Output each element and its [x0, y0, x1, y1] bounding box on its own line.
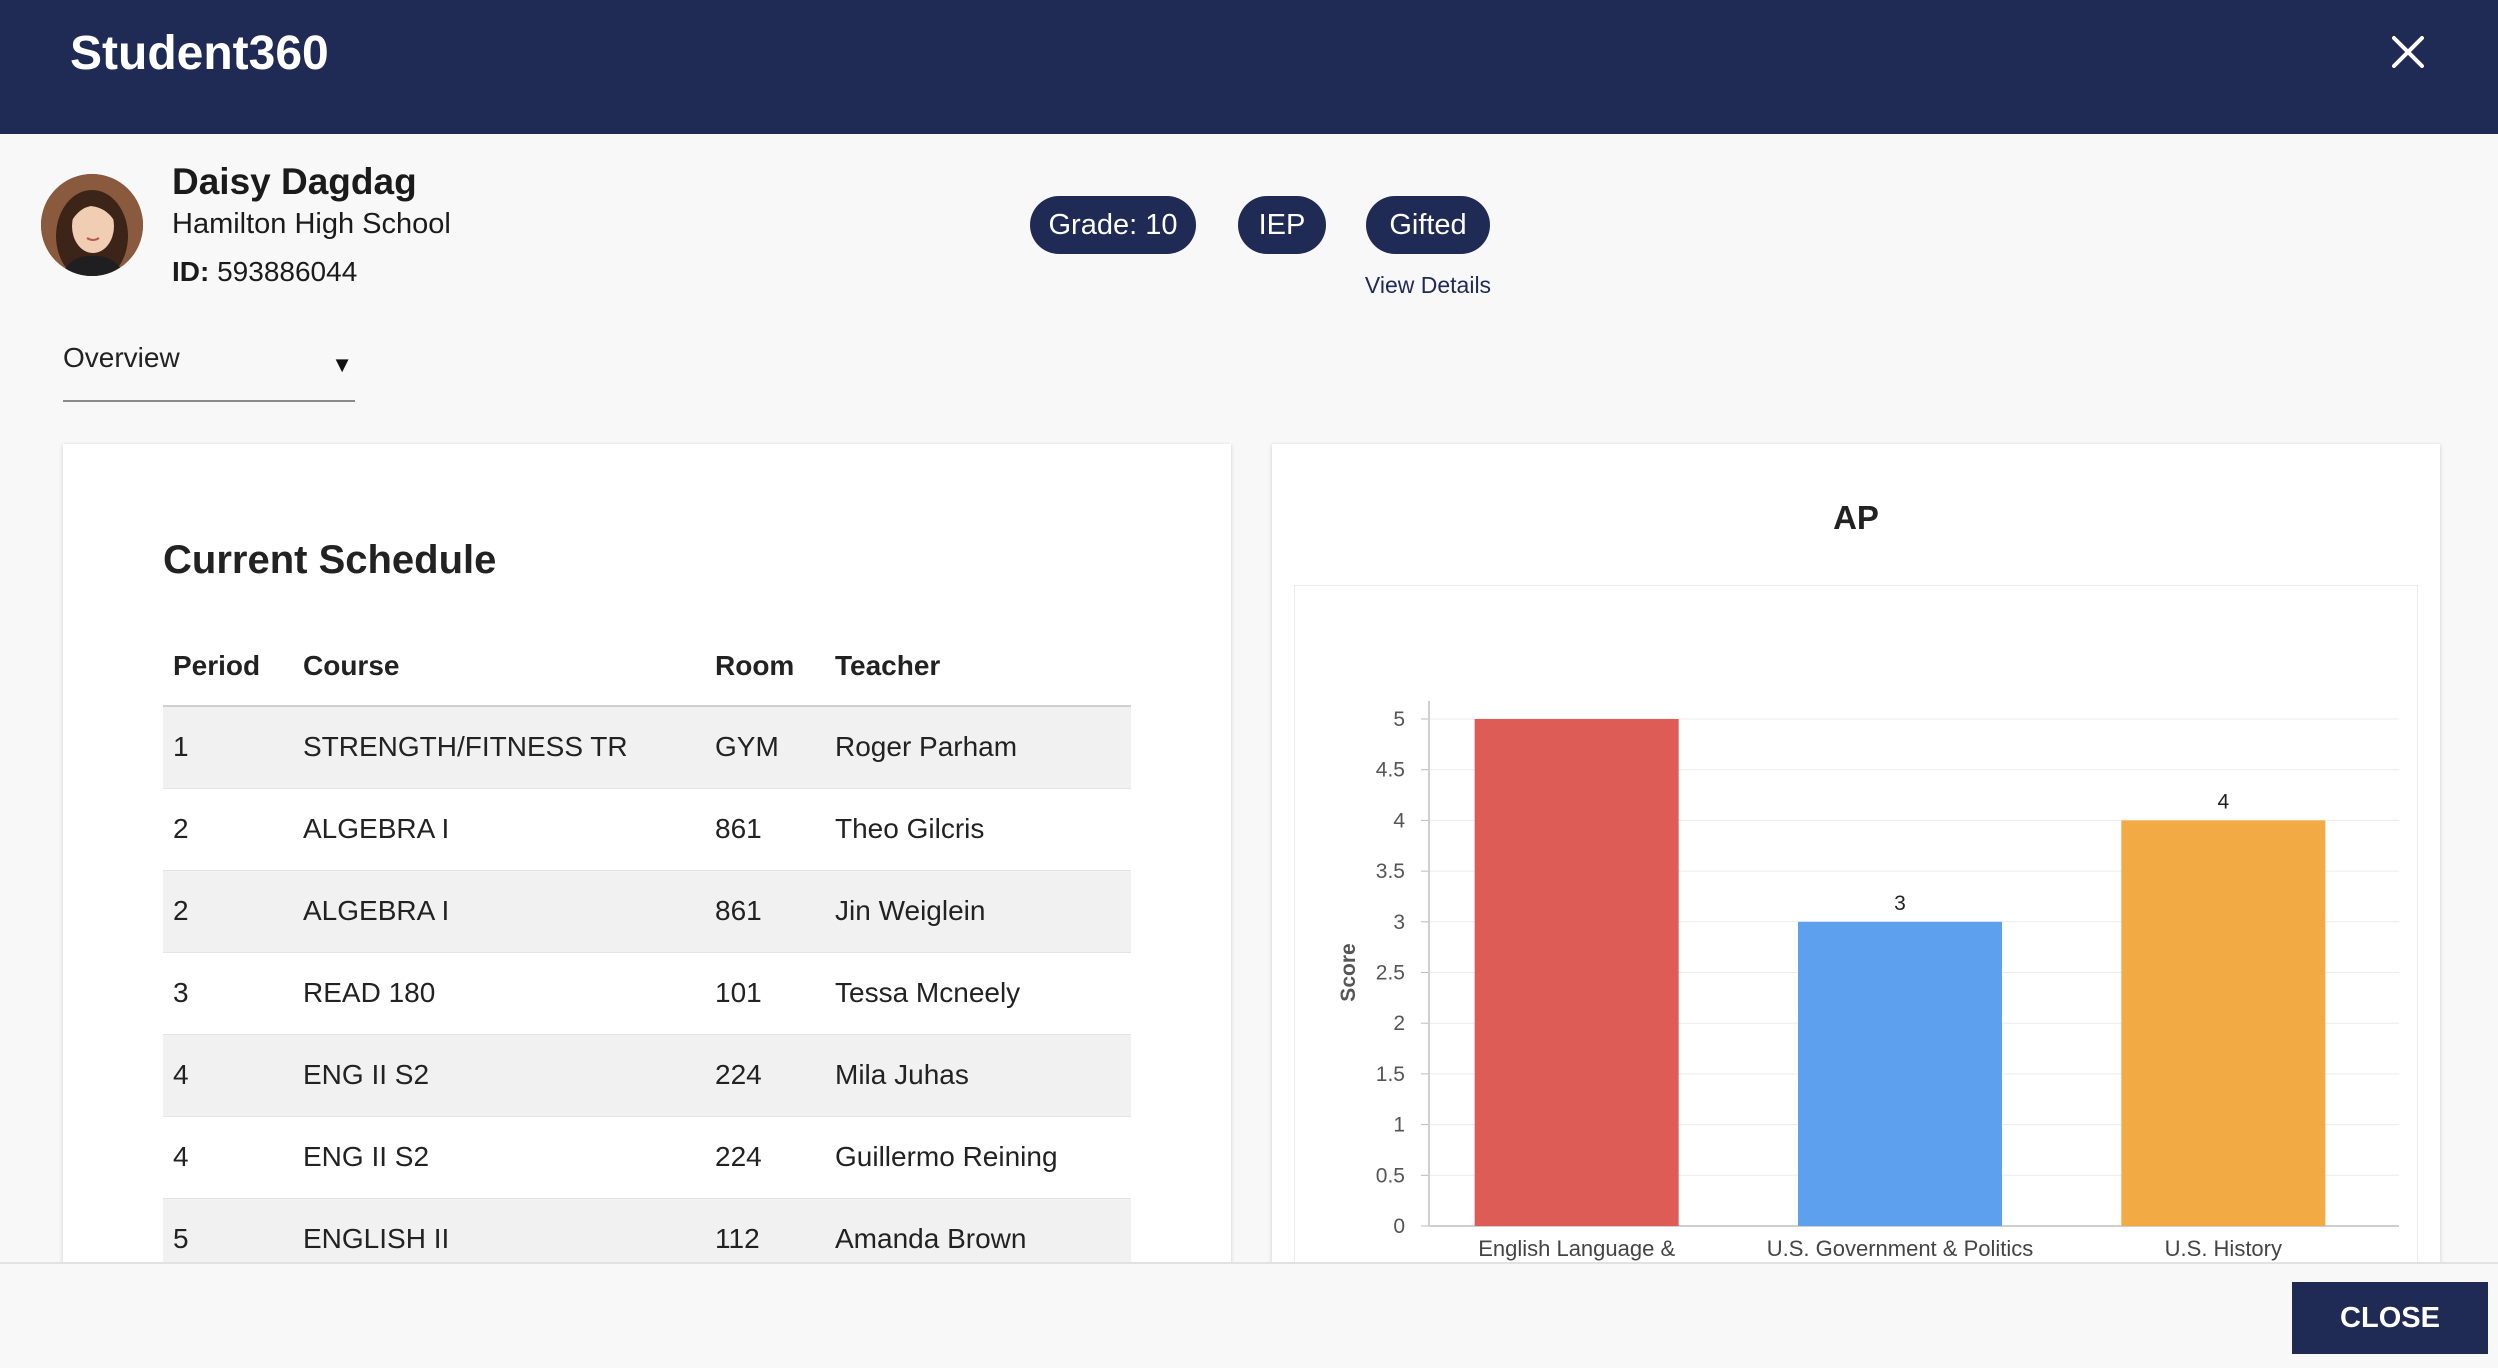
schedule-header-row: Period Course Room Teacher: [163, 626, 1131, 707]
chart-frame: 0 0.5 1 1.5 2 2.5 3 3.5 4 4.5 5 Score English Langua…: [1294, 585, 2418, 1264]
chart-title: AP: [1833, 499, 1879, 536]
period-cell: 2: [163, 788, 293, 871]
course-cell: ENGLISH II: [293, 1198, 705, 1264]
app-title: Student360: [70, 27, 329, 80]
y-tick-label: 3: [1393, 911, 1405, 934]
table-row[interactable]: 5 ENGLISH II 112 Amanda Brown: [163, 1198, 1131, 1264]
bar-data-label: 4: [2217, 790, 2229, 813]
teacher-cell: Tessa Mcneely: [825, 952, 1131, 1035]
gifted-badge[interactable]: Gifted: [1366, 196, 1490, 254]
bar: [1798, 921, 2002, 1226]
room-cell: 861: [705, 788, 825, 871]
student-id-label: ID:: [172, 256, 210, 287]
course-cell: ENG II S2: [293, 1034, 705, 1117]
ap-bar-chart: 0 0.5 1 1.5 2 2.5 3 3.5 4 4.5 5 Score English Langua…: [1337, 701, 2399, 1261]
y-tick-label: 2: [1393, 1012, 1405, 1035]
x-category-label: English Language &: [1478, 1236, 1675, 1261]
table-row[interactable]: 3 READ 180 101 Tessa Mcneely: [163, 952, 1131, 1035]
teacher-cell: Roger Parham: [825, 706, 1131, 789]
y-tick-label: 1: [1393, 1114, 1405, 1137]
bar: [1474, 719, 1679, 1226]
y-tick-label: 5: [1393, 708, 1405, 731]
teacher-cell: Mila Juhas: [825, 1034, 1131, 1117]
student-name: Daisy Dagdag: [172, 161, 417, 202]
teacher-cell: Guillermo Reining: [825, 1116, 1131, 1199]
close-button[interactable]: CLOSE: [2292, 1282, 2488, 1354]
table-row[interactable]: 4 ENG II S2 224 Guillermo Reining: [163, 1116, 1131, 1199]
period-cell: 2: [163, 870, 293, 953]
grade-badge[interactable]: Grade: 10: [1030, 196, 1196, 254]
schedule-table: Period Course Room Teacher 1 STRENGTH/FI…: [163, 626, 1131, 1264]
period-cell: 4: [163, 1034, 293, 1117]
close-icon[interactable]: [2386, 30, 2430, 74]
column-header-period: Period: [163, 626, 293, 707]
x-category-label: U.S. Government & Politics: [1767, 1236, 2034, 1261]
room-cell: 224: [705, 1116, 825, 1199]
room-cell: 224: [705, 1034, 825, 1117]
course-cell: ALGEBRA I: [293, 870, 705, 953]
room-cell: 112: [705, 1198, 825, 1264]
student-id: ID: 593886044: [172, 254, 357, 290]
teacher-cell: Theo Gilcris: [825, 788, 1131, 871]
table-row[interactable]: 2 ALGEBRA I 861 Theo Gilcris: [163, 788, 1131, 871]
ap-chart-card: AP 0 0.5 1 1.5 2 2.5 3 3.5 4 4.5 5 Score English Lan…: [1272, 444, 2440, 1264]
y-tick-label: 1.5: [1376, 1063, 1405, 1086]
iep-badge[interactable]: IEP: [1238, 196, 1326, 254]
period-cell: 3: [163, 952, 293, 1035]
school-name: Hamilton High School: [172, 208, 451, 240]
student-avatar: [41, 174, 143, 276]
column-header-room: Room: [705, 626, 825, 707]
bar-data-label: 3: [1894, 892, 1906, 915]
table-row[interactable]: 1 STRENGTH/FITNESS TR GYM Roger Parham: [163, 706, 1131, 789]
view-select-value: Overview: [63, 342, 180, 373]
view-details-link[interactable]: View Details: [1364, 272, 1492, 298]
period-cell: 1: [163, 706, 293, 789]
table-row[interactable]: 2 ALGEBRA I 861 Jin Weiglein: [163, 870, 1131, 953]
schedule-card: Current Schedule Period Course Room Teac…: [63, 444, 1231, 1264]
dropdown-arrow-icon: ▼: [331, 352, 353, 377]
column-header-teacher: Teacher: [825, 626, 1131, 707]
x-category-label: U.S. History: [2165, 1236, 2282, 1261]
schedule-title: Current Schedule: [163, 538, 497, 582]
period-cell: 5: [163, 1198, 293, 1264]
course-cell: ENG II S2: [293, 1116, 705, 1199]
y-axis-label: Score: [1337, 943, 1360, 1001]
bar: [2121, 820, 2326, 1226]
y-tick-label: 4: [1393, 809, 1405, 832]
room-cell: 101: [705, 952, 825, 1035]
view-select[interactable]: Overview ▼: [63, 338, 355, 402]
period-cell: 4: [163, 1116, 293, 1199]
column-header-course: Course: [293, 626, 705, 707]
footer-bar: [0, 1262, 2498, 1368]
student-id-value: 593886044: [217, 256, 358, 287]
course-cell: ALGEBRA I: [293, 788, 705, 871]
y-tick-label: 0: [1393, 1215, 1405, 1238]
room-cell: GYM: [705, 706, 825, 789]
teacher-cell: Amanda Brown: [825, 1198, 1131, 1264]
table-row[interactable]: 4 ENG II S2 224 Mila Juhas: [163, 1034, 1131, 1117]
teacher-cell: Jin Weiglein: [825, 870, 1131, 953]
header-bar: Student360: [0, 0, 2498, 134]
course-cell: READ 180: [293, 952, 705, 1035]
course-cell: STRENGTH/FITNESS TR: [293, 706, 705, 789]
y-tick-label: 4.5: [1376, 759, 1405, 782]
y-tick-label: 3.5: [1376, 860, 1405, 883]
y-tick-label: 2.5: [1376, 962, 1405, 985]
room-cell: 861: [705, 870, 825, 953]
y-tick-label: 0.5: [1376, 1164, 1405, 1187]
